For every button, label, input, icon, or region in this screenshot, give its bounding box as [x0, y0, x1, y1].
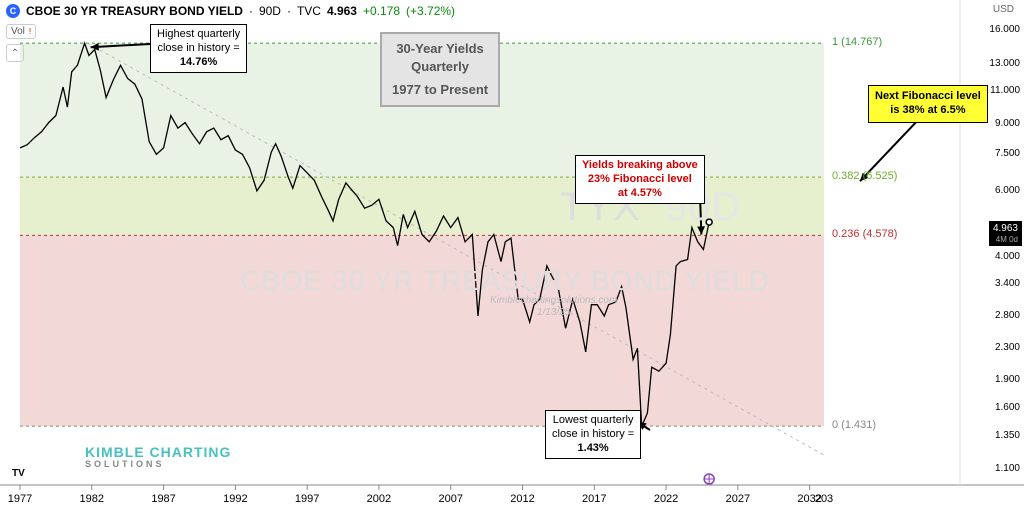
x-tick-label: 1987: [151, 493, 175, 505]
y-tick-label: 3.400: [995, 278, 1020, 289]
x-tick-label: 1997: [295, 493, 319, 505]
y-tick-label: 6.000: [995, 185, 1020, 196]
y-tick-label: 1.900: [995, 374, 1020, 385]
y-tick-label: 1.350: [995, 430, 1020, 441]
fib-label: 0.236 (4.578): [832, 228, 897, 240]
x-tick-label: 2012: [510, 493, 534, 505]
symbol-name: CBOE 30 YR TREASURY BOND YIELD: [26, 4, 243, 18]
annotation-highest: Highest quarterly close in history = 14.…: [150, 24, 247, 73]
price-change: +0.178: [363, 4, 400, 18]
x-tick-label: 2007: [438, 493, 462, 505]
symbol-logo: C: [6, 4, 20, 18]
chart-canvas: [0, 0, 1024, 516]
fib-label: 0.382 (6.525): [832, 170, 897, 182]
interval: 90D: [259, 4, 281, 18]
y-tick-label: 4.000: [995, 251, 1020, 262]
y-tick-label: 1.100: [995, 463, 1020, 474]
volume-label: Vol: [11, 26, 25, 37]
annotation-breaking: Yields breaking above 23% Fibonacci leve…: [575, 155, 705, 204]
fib-label: 1 (14.767): [832, 36, 882, 48]
x-tick-label: 1982: [80, 493, 104, 505]
y-tick-label: 1.600: [995, 402, 1020, 413]
exchange: TVC: [297, 4, 321, 18]
chart-header: C CBOE 30 YR TREASURY BOND YIELD · 90D ·…: [6, 4, 455, 18]
volume-toggle[interactable]: Vol !: [6, 24, 36, 39]
expand-button[interactable]: ⌃: [6, 44, 24, 62]
annotation-lowest: Lowest quarterly close in history = 1.43…: [545, 410, 641, 459]
y-tick-label: 16.000: [989, 24, 1020, 35]
y-tick-label: 2.300: [995, 342, 1020, 353]
y-tick-label: 13.000: [989, 58, 1020, 69]
currency-label: USD: [993, 4, 1014, 15]
x-tick-label: 1992: [223, 493, 247, 505]
y-tick-label: 2.800: [995, 310, 1020, 321]
y-tick-label: 7.500: [995, 148, 1020, 159]
x-tick-label: 1977: [8, 493, 32, 505]
kimble-logo: KIMBLE CHARTING SOLUTIONS: [85, 445, 231, 470]
last-price: 4.963: [327, 4, 357, 18]
x-tick-label: 2017: [582, 493, 606, 505]
volume-warn-icon: !: [29, 27, 31, 36]
y-tick-label: 9.000: [995, 118, 1020, 129]
x-tick-label: 2027: [726, 493, 750, 505]
chart-title-box: 30-Year Yields Quarterly 1977 to Present: [380, 32, 500, 107]
x-tick-label: 2022: [654, 493, 678, 505]
annotation-next-fib: Next Fibonacci level is 38% at 6.5%: [868, 85, 988, 123]
price-change-pct: (+3.72%): [406, 4, 455, 18]
price-chip: 4.963 4M 0d: [989, 221, 1022, 246]
y-tick-label: 11.000: [990, 85, 1020, 96]
fib-label: 0 (1.431): [832, 419, 876, 431]
tradingview-mark: TV: [12, 468, 25, 479]
x-tick-label: 2002: [367, 493, 391, 505]
x-tick-label: 203: [815, 493, 833, 505]
